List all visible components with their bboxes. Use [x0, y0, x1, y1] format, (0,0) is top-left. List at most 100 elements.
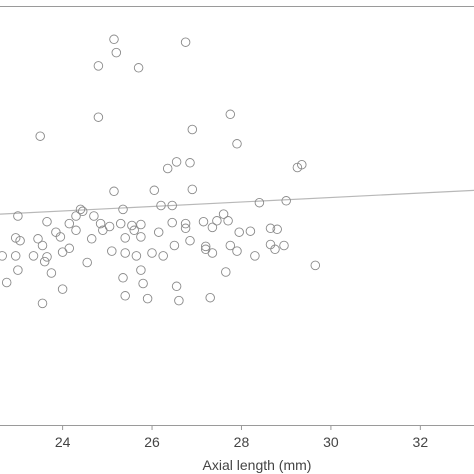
- data-point: [55, 232, 66, 242]
- data-point: [95, 218, 106, 229]
- data-point: [232, 139, 242, 149]
- data-point: [57, 284, 68, 294]
- data-point: [169, 240, 180, 251]
- data-point: [133, 63, 144, 73]
- data-point: [310, 260, 321, 271]
- data-point: [42, 216, 52, 227]
- data-point: [221, 267, 231, 277]
- data-point: [279, 240, 289, 251]
- data-point: [187, 124, 198, 135]
- data-point: [118, 273, 128, 283]
- data-point: [89, 211, 99, 221]
- data-point: [149, 185, 160, 196]
- data-point: [118, 204, 128, 215]
- data-point: [28, 251, 39, 261]
- data-point: [180, 37, 191, 47]
- data-point: [115, 218, 126, 229]
- data-point: [171, 281, 182, 292]
- data-point: [86, 234, 97, 244]
- data-point: [71, 211, 81, 221]
- data-point: [232, 246, 242, 256]
- data-point: [187, 184, 198, 195]
- data-point: [185, 158, 195, 168]
- data-point: [111, 47, 122, 58]
- data-point: [129, 225, 139, 236]
- data-point: [142, 293, 153, 304]
- data-point: [15, 235, 25, 246]
- data-point: [265, 223, 276, 234]
- data-point: [167, 217, 177, 228]
- data-point: [167, 200, 177, 211]
- data-point: [0, 251, 7, 261]
- data-point: [1, 277, 12, 288]
- data-point: [156, 200, 166, 211]
- data-point: [292, 162, 303, 173]
- data-point: [147, 248, 157, 258]
- data-point: [46, 268, 57, 278]
- data-point: [35, 131, 45, 141]
- data-point: [33, 234, 43, 244]
- data-point: [212, 216, 222, 226]
- data-point: [131, 251, 142, 261]
- data-point: [98, 225, 108, 236]
- x-tick-label: 32: [413, 434, 429, 450]
- data-point: [13, 265, 23, 275]
- data-point: [42, 252, 52, 262]
- data-point: [71, 225, 81, 236]
- data-point: [136, 219, 146, 230]
- data-point: [225, 240, 236, 251]
- data-point: [136, 232, 146, 242]
- data-point: [171, 157, 182, 167]
- data-point: [138, 278, 148, 289]
- x-axis-ticks: 24 26 28 30 32: [55, 425, 429, 450]
- data-point: [127, 220, 137, 231]
- data-point: [37, 298, 48, 309]
- data-points-layer: [0, 34, 321, 309]
- data-point: [198, 216, 209, 227]
- data-point: [207, 222, 218, 233]
- data-point: [234, 227, 244, 237]
- data-point: [207, 248, 218, 258]
- data-point: [200, 241, 211, 252]
- data-point: [180, 223, 191, 234]
- data-point: [205, 292, 215, 303]
- data-point: [180, 218, 191, 229]
- data-point: [174, 295, 184, 306]
- data-point: [153, 227, 164, 237]
- x-tick-label: 28: [234, 434, 250, 450]
- data-point: [77, 206, 88, 217]
- data-point: [107, 246, 117, 256]
- x-tick-label: 24: [55, 434, 71, 450]
- data-point: [64, 243, 75, 254]
- data-point: [39, 256, 50, 267]
- data-point: [281, 196, 291, 206]
- data-point: [120, 291, 130, 301]
- data-point: [225, 109, 236, 120]
- data-point: [223, 216, 233, 226]
- data-point: [270, 244, 280, 255]
- data-point: [120, 248, 130, 258]
- data-point: [109, 186, 119, 197]
- data-point: [158, 251, 168, 261]
- data-point: [93, 112, 104, 122]
- data-point: [93, 61, 104, 71]
- data-point: [136, 265, 146, 275]
- data-point: [250, 251, 260, 261]
- data-point: [109, 34, 119, 45]
- data-point: [254, 197, 265, 208]
- x-axis-label: Axial length (mm): [203, 457, 312, 473]
- data-point: [64, 218, 75, 229]
- data-point: [10, 251, 21, 261]
- data-point: [265, 239, 276, 250]
- data-point: [37, 240, 48, 251]
- data-point: [162, 163, 173, 174]
- data-point: [120, 233, 130, 243]
- data-point: [75, 204, 86, 215]
- data-point: [13, 211, 23, 221]
- x-tick-label: 30: [323, 434, 339, 450]
- data-point: [218, 209, 229, 219]
- data-point: [185, 235, 195, 246]
- x-tick-label: 26: [144, 434, 160, 450]
- data-point: [82, 257, 92, 268]
